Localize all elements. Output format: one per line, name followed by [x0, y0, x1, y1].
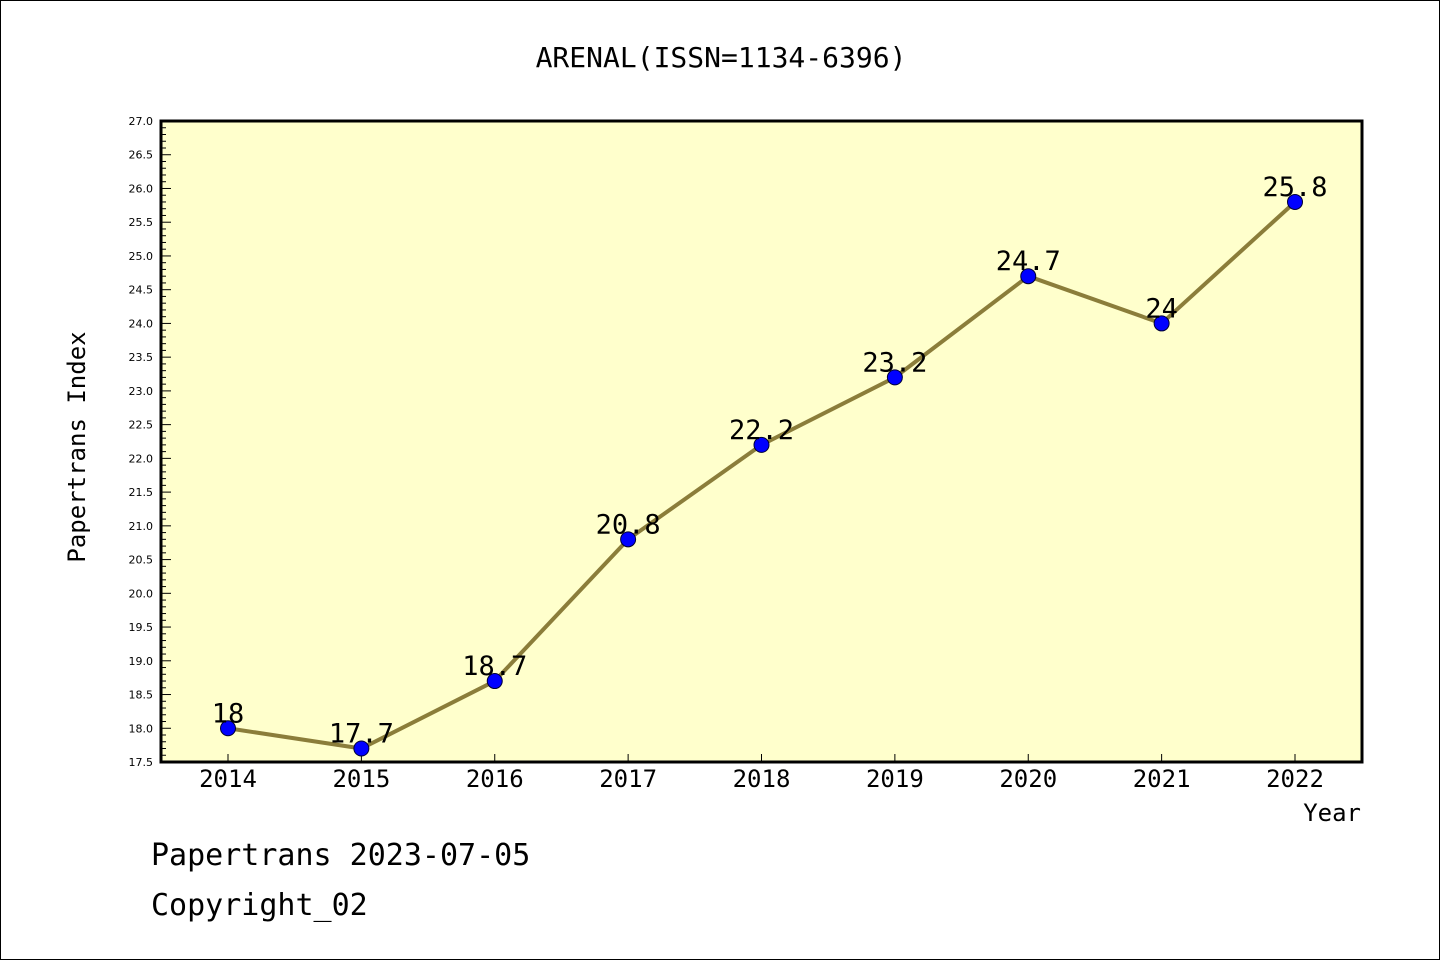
- x-tick-label: 2018: [733, 765, 791, 793]
- x-tick-label: 2015: [332, 765, 390, 793]
- data-point: [486, 673, 503, 690]
- y-tick-label: 21.5: [129, 486, 154, 499]
- y-tick-label: 26.5: [129, 149, 154, 162]
- y-tick-label: 23.5: [129, 351, 154, 364]
- x-tick-label: 2017: [599, 765, 657, 793]
- x-tick-label: 2019: [866, 765, 924, 793]
- plot-border: [159, 119, 1364, 764]
- x-axis-label: Year: [1303, 799, 1361, 827]
- y-tick-label: 25.5: [129, 216, 154, 229]
- y-axis-label: Papertrans Index: [63, 331, 91, 562]
- y-tick-label: 20.5: [129, 554, 154, 567]
- data-point: [753, 436, 770, 453]
- data-label: 20.8: [596, 509, 661, 540]
- data-label: 24: [1145, 293, 1178, 324]
- data-label: 18.7: [462, 651, 527, 682]
- footer-date-text: Papertrans 2023-07-05: [151, 838, 530, 873]
- data-point: [1153, 315, 1170, 332]
- y-tick-label: 18.0: [129, 722, 154, 735]
- series-line-group: [220, 193, 1303, 757]
- y-tick-label: 25.0: [129, 250, 154, 263]
- y-tick-label: 23.0: [129, 385, 154, 398]
- data-label: 23.2: [862, 347, 927, 378]
- data-point: [353, 740, 370, 757]
- data-labels-group: 18 17.7 18.7 20.8 22.2 23.2 24.7 24 25.8: [212, 172, 1328, 750]
- data-label: 17.7: [329, 719, 394, 750]
- data-point: [1020, 268, 1037, 285]
- y-tick-label: 19.5: [129, 621, 154, 634]
- data-point: [886, 369, 903, 386]
- data-label: 25.8: [1262, 172, 1327, 203]
- x-tick-label: 2021: [1133, 765, 1191, 793]
- data-point: [220, 720, 236, 737]
- data-point: [620, 531, 637, 548]
- x-tick-label: 2022: [1266, 765, 1324, 793]
- y-tick-label: 24.0: [129, 317, 154, 330]
- y-tick-label: 24.5: [129, 284, 154, 297]
- y-tick-label: 26.0: [129, 182, 154, 195]
- data-label: 24.7: [996, 246, 1061, 277]
- footer-copyright-text: Copyright_02: [151, 888, 368, 923]
- y-axis: 17.5 18.0 18.5 19.0 19.5 20.0 20.5 21.0 21.5 22.0…: [129, 115, 171, 769]
- x-tick-label: 2016: [466, 765, 524, 793]
- x-axis: 2014 2015 2016 2017 2018 2019 2020 2021 2022: [199, 754, 1324, 793]
- data-point: [1287, 193, 1303, 210]
- chart-title: ARENAL(ISSN=1134-6396): [536, 41, 907, 74]
- y-tick-label: 20.0: [129, 587, 154, 600]
- data-label: 22.2: [729, 415, 794, 446]
- y-tick-label: 18.5: [129, 689, 154, 702]
- y-tick-label: 22.0: [129, 452, 154, 465]
- y-tick-label: 19.0: [129, 655, 154, 668]
- data-label: 18: [212, 698, 245, 729]
- y-tick-label: 27.0: [129, 115, 154, 128]
- x-tick-label: 2014: [199, 765, 257, 793]
- y-tick-label: 21.0: [129, 520, 154, 533]
- x-tick-label: 2020: [999, 765, 1057, 793]
- y-tick-label: 17.5: [129, 756, 154, 769]
- y-tick-label: 22.5: [129, 419, 154, 432]
